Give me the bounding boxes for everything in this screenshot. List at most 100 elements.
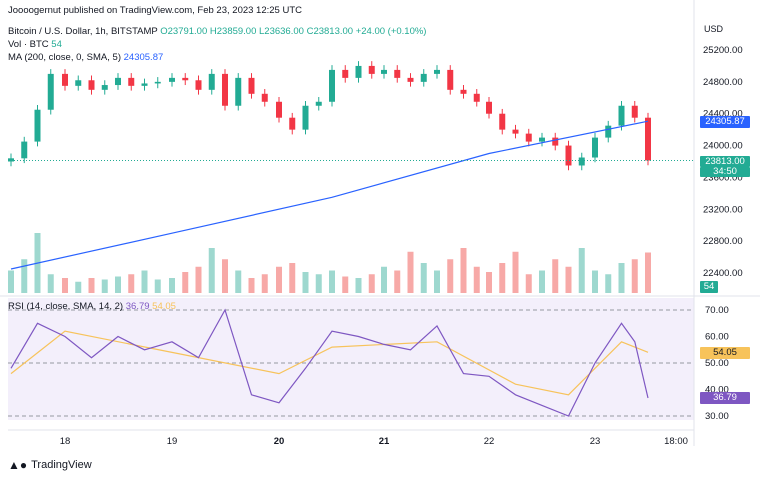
- candle-body[interactable]: [381, 69, 387, 74]
- close-value: C23813.00: [306, 26, 354, 37]
- volume-bar: [381, 266, 387, 293]
- candle-body[interactable]: [235, 77, 242, 106]
- rsi-line: [10, 308, 649, 417]
- candle-body[interactable]: [447, 69, 454, 90]
- candle-body[interactable]: [565, 145, 572, 166]
- volume-bar: [289, 263, 296, 293]
- volume-bar: [75, 281, 82, 293]
- candle-body[interactable]: [47, 73, 54, 110]
- candle-body[interactable]: [169, 77, 175, 82]
- price-tick-label: 22800.00: [703, 236, 743, 247]
- candle-body[interactable]: [355, 65, 362, 78]
- candle-body[interactable]: [195, 80, 202, 90]
- volume-bar: [195, 266, 202, 293]
- candle-body[interactable]: [512, 129, 519, 134]
- volume-bar: [342, 276, 349, 293]
- volume-bar: [368, 274, 375, 293]
- candle-body[interactable]: [248, 77, 255, 94]
- candle-body[interactable]: [276, 101, 282, 118]
- candle-body[interactable]: [62, 73, 68, 86]
- ohlc-line: Bitcoin / U.S. Dollar, 1h, BITSTAMP O237…: [8, 26, 426, 37]
- ma-price-tag: 24305.87: [700, 116, 750, 128]
- volume-tag: 54: [700, 281, 718, 293]
- volume-bar: [355, 278, 362, 293]
- volume-bar: [169, 278, 175, 293]
- candle-body[interactable]: [88, 80, 95, 90]
- candle-body[interactable]: [645, 117, 651, 161]
- time-tick-label: 19: [167, 436, 178, 447]
- volume-bar: [525, 274, 532, 293]
- volume-bar: [88, 278, 95, 293]
- volume-bar: [539, 270, 545, 293]
- volume-bar: [407, 251, 414, 293]
- rsi-tick-label: 30.00: [705, 411, 729, 422]
- candle-body[interactable]: [289, 117, 296, 130]
- candle-body[interactable]: [460, 89, 467, 94]
- candle-body[interactable]: [101, 85, 108, 90]
- rsi-tag: 36.79: [700, 392, 750, 404]
- candle-body[interactable]: [261, 93, 268, 102]
- volume-bar: [8, 270, 14, 293]
- volume-bar: [154, 279, 161, 293]
- volume-bar: [473, 266, 480, 293]
- candle-body[interactable]: [329, 69, 335, 102]
- candle-body[interactable]: [21, 141, 28, 159]
- published-line: Joooogernut published on TradingView.com…: [8, 5, 302, 16]
- ma-legend: MA (200, close, 0, SMA, 5) 24305.87: [8, 52, 163, 63]
- volume-bar: [552, 259, 559, 293]
- tradingview-logo-icon: ▲●: [8, 458, 28, 472]
- rsi-ma-value: 54.05: [152, 301, 176, 312]
- volume-legend: Vol · BTC 54: [8, 39, 62, 50]
- candle-body[interactable]: [486, 101, 492, 114]
- volume-bar: [302, 272, 309, 293]
- rsi-background: [8, 298, 694, 420]
- price-tick-label: 24000.00: [703, 141, 743, 152]
- candle-body[interactable]: [434, 69, 440, 74]
- candle-body[interactable]: [182, 77, 189, 81]
- candle-body[interactable]: [592, 137, 598, 158]
- rsi-tick-label: 60.00: [705, 332, 729, 343]
- volume-bar: [605, 274, 612, 293]
- candle-body[interactable]: [407, 77, 414, 82]
- symbol-label: Bitcoin / U.S. Dollar, 1h, BITSTAMP: [8, 26, 158, 37]
- footer-text: TradingView: [31, 459, 92, 471]
- candle-body[interactable]: [552, 137, 559, 146]
- currency-label: USD: [704, 24, 724, 34]
- volume-bar: [128, 274, 135, 293]
- candle-body[interactable]: [208, 73, 215, 90]
- candle-body[interactable]: [8, 158, 14, 162]
- candle-body[interactable]: [499, 113, 506, 130]
- candle-body[interactable]: [154, 81, 161, 84]
- candle-body[interactable]: [394, 69, 401, 78]
- candle-body[interactable]: [75, 80, 82, 86]
- rsi-ma-tag: 54.05: [700, 347, 750, 359]
- candle-body[interactable]: [141, 83, 148, 86]
- time-tick-label: 20: [274, 436, 285, 447]
- candle-body[interactable]: [618, 105, 625, 126]
- footer-brand: ▲● TradingView: [8, 458, 92, 472]
- candle-body[interactable]: [578, 157, 585, 166]
- candle-body[interactable]: [605, 125, 612, 138]
- volume-bar: [329, 270, 335, 293]
- candle-body[interactable]: [34, 109, 41, 142]
- candle-body[interactable]: [539, 137, 545, 142]
- candle-body[interactable]: [115, 77, 121, 86]
- ma-label: MA (200, close, 0, SMA, 5): [8, 52, 121, 63]
- candle-body[interactable]: [525, 133, 532, 142]
- candle-body[interactable]: [342, 69, 349, 78]
- candle-body[interactable]: [631, 105, 638, 118]
- volume-bar: [447, 259, 454, 293]
- candle-body[interactable]: [368, 65, 375, 74]
- candle-body[interactable]: [420, 73, 427, 82]
- volume-bar: [47, 274, 54, 293]
- volume-bar: [565, 266, 572, 293]
- candle-body[interactable]: [473, 93, 480, 102]
- candle-body[interactable]: [222, 73, 228, 106]
- price-tick-label: 23600.00: [703, 172, 743, 183]
- volume-bar: [276, 266, 282, 293]
- candle-body[interactable]: [315, 101, 322, 106]
- ma200-line: [10, 120, 649, 270]
- candle-body[interactable]: [302, 105, 309, 130]
- candle-body[interactable]: [128, 77, 135, 86]
